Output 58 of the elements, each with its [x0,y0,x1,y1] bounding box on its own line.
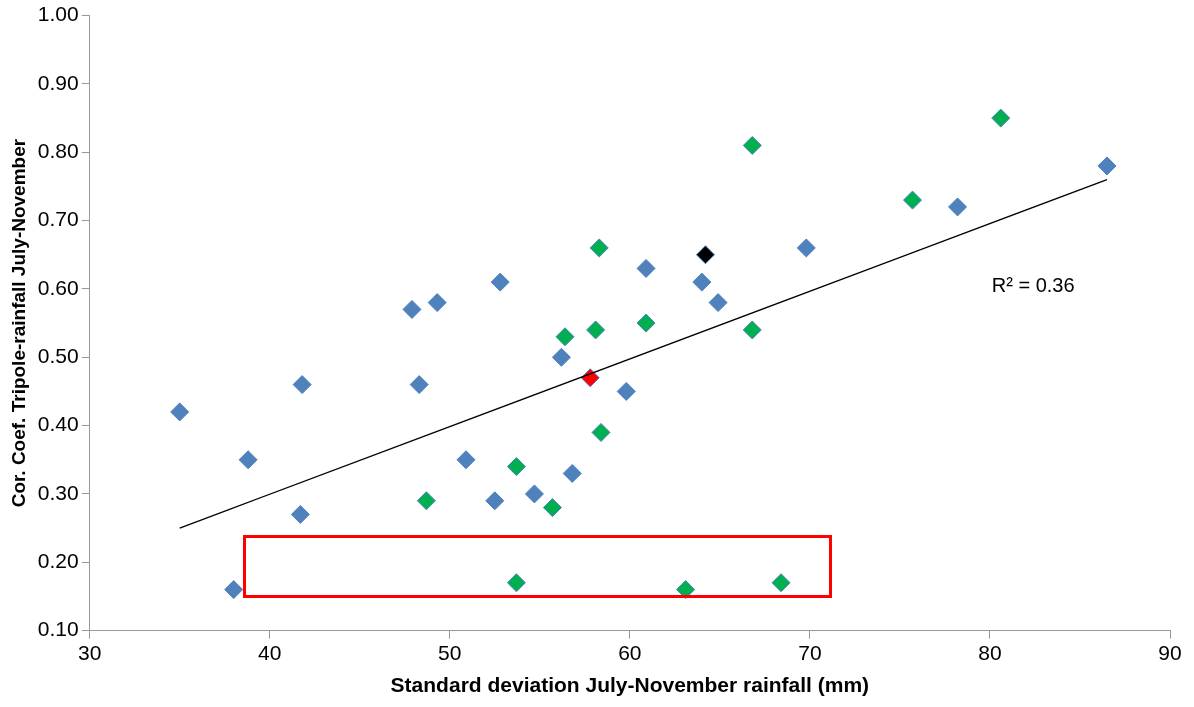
point [238,450,258,470]
x-tick-label: 30 [77,641,102,664]
y-tick-label: 0.20 [37,549,79,573]
point [562,463,582,483]
y-tick-label: 0.80 [37,139,79,163]
point [485,491,505,511]
point [771,573,791,593]
y-tick-label: 0.30 [37,480,79,504]
point [224,580,244,600]
point [636,313,656,333]
point [948,197,968,217]
point [742,320,762,340]
point [506,573,526,593]
x-tick-label: 50 [438,641,462,664]
x-tick-label: 60 [618,641,642,664]
y-axis-title: Cor. Coef. Tripole-rainfall July-November [7,138,29,508]
point [692,272,712,292]
x-tick-label: 80 [978,641,1002,664]
point [292,375,312,395]
y-tick-label: 0.70 [37,207,79,231]
point [402,299,422,319]
point [742,135,762,155]
point [456,450,476,470]
point [170,402,190,422]
point [416,491,436,511]
x-tick-label: 70 [798,641,822,664]
point [991,108,1011,128]
y-tick-label: 0.10 [37,617,79,641]
x-tick-label: 40 [258,641,282,664]
x-axis-title: Standard deviation July-November rainfall (mm) [390,673,870,697]
point [555,327,575,347]
point [542,498,562,518]
x-tick-label: 90 [1158,641,1182,664]
point [708,293,728,313]
point [796,238,816,258]
annotation: R² = 0.36 [991,273,1075,296]
point [676,580,696,600]
point [524,484,544,504]
point [409,375,429,395]
y-tick-label: 0.40 [37,412,79,436]
point [586,320,606,340]
point [290,504,310,524]
point [636,258,656,278]
point [589,238,609,258]
point [695,245,715,265]
point [616,381,636,401]
point [490,272,510,292]
y-tick-label: 0.60 [37,275,79,299]
point [580,368,600,388]
point [551,347,571,367]
point [1097,156,1117,176]
point [506,457,526,477]
point [591,422,611,442]
point [427,293,447,313]
y-tick-label: 0.90 [37,70,79,94]
point [903,190,923,210]
y-tick-label: 0.50 [37,344,79,368]
y-tick-label: 1.00 [37,2,79,26]
